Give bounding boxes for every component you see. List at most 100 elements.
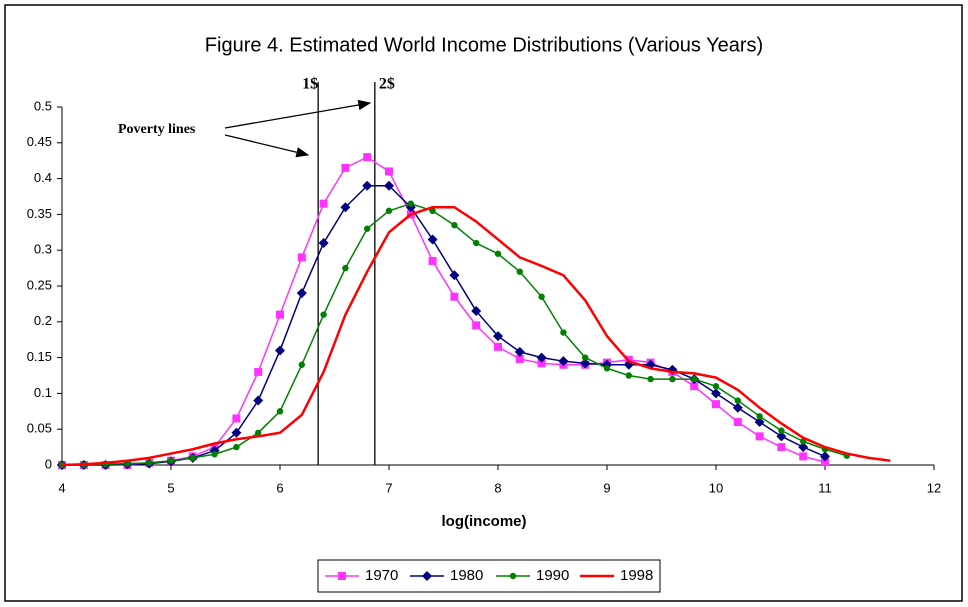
marker: [211, 451, 218, 458]
marker: [516, 268, 523, 275]
marker: [472, 321, 481, 330]
marker: [580, 358, 591, 369]
x-tick-label: 10: [709, 480, 723, 495]
frame: [4, 4, 963, 602]
marker: [385, 167, 393, 176]
marker: [603, 365, 611, 372]
marker: [537, 359, 546, 368]
marker: [167, 457, 175, 464]
series-line: [62, 202, 848, 466]
marker: [647, 375, 654, 383]
marker: [342, 264, 349, 272]
marker: [493, 331, 503, 342]
marker: [298, 361, 305, 368]
x-tick-label: 6: [276, 480, 283, 495]
marker: [756, 413, 763, 420]
y-tick-label: 0.4: [34, 170, 52, 185]
legend-label: 1980: [450, 567, 483, 584]
x-tick-label: 5: [167, 480, 174, 495]
poverty-line-label: 1$: [302, 76, 318, 93]
series-line: [61, 205, 891, 467]
marker: [558, 356, 569, 367]
marker: [450, 292, 459, 301]
y-tick-label: 0.05: [27, 421, 52, 436]
marker: [712, 400, 720, 409]
legend-label: 1990: [536, 567, 569, 584]
marker: [494, 250, 502, 257]
x-tick-label: 4: [58, 480, 65, 495]
y-tick-label: 0: [45, 456, 52, 471]
marker: [318, 238, 329, 249]
arrow: [224, 99, 372, 129]
marker: [732, 402, 743, 413]
marker: [362, 180, 373, 191]
x-tick-label: 7: [385, 480, 392, 495]
y-tick-label: 0.2: [34, 313, 52, 328]
marker: [821, 458, 829, 467]
arrow: [224, 134, 310, 158]
marker: [296, 288, 307, 299]
marker: [364, 225, 371, 232]
x-tick-label: 8: [494, 480, 501, 495]
marker: [625, 372, 632, 379]
marker: [384, 180, 394, 191]
marker: [471, 306, 482, 317]
legend-label: 1970: [365, 567, 398, 584]
marker: [451, 221, 458, 229]
marker: [146, 459, 153, 467]
marker: [733, 418, 742, 427]
y-tick-label: 0.1: [34, 385, 52, 400]
legend-marker: [338, 572, 346, 580]
marker: [427, 234, 438, 245]
marker: [407, 200, 414, 207]
marker: [515, 355, 524, 364]
marker: [820, 451, 830, 462]
y-tick-label: 0.3: [34, 242, 52, 257]
marker: [798, 442, 809, 453]
marker: [255, 429, 262, 436]
marker: [536, 352, 547, 363]
marker: [582, 354, 589, 361]
marker: [428, 256, 437, 265]
marker: [189, 454, 196, 462]
marker: [340, 202, 351, 213]
annotation: Poverty lines: [118, 122, 196, 137]
marker: [712, 383, 720, 390]
marker: [233, 443, 240, 451]
marker: [319, 199, 328, 208]
series-line: [62, 156, 826, 466]
marker: [691, 375, 698, 383]
marker: [320, 311, 327, 318]
marker: [275, 345, 285, 356]
marker: [734, 397, 741, 404]
marker: [231, 427, 242, 438]
marker: [669, 375, 676, 383]
marker: [777, 443, 786, 452]
chart-title: Figure 4. Estimated World Income Distrib…: [205, 34, 763, 56]
legend-marker: [509, 572, 517, 580]
x-axis-label: log(income): [442, 513, 527, 530]
marker: [253, 395, 264, 406]
poverty-line-label: 2$: [379, 76, 395, 93]
legend-marker: [422, 571, 432, 581]
marker: [297, 253, 306, 262]
x-tick-label: 12: [927, 480, 941, 495]
marker: [538, 293, 545, 300]
marker: [429, 207, 436, 215]
marker: [341, 163, 350, 172]
marker: [276, 310, 284, 319]
marker: [385, 207, 393, 215]
marker: [778, 427, 785, 434]
marker: [473, 239, 480, 247]
marker: [711, 388, 721, 399]
marker: [449, 270, 460, 281]
marker: [514, 346, 525, 357]
series-line: [62, 185, 826, 466]
marker: [776, 431, 787, 442]
y-tick-label: 0.15: [27, 349, 52, 364]
marker: [363, 153, 372, 162]
y-tick-label: 0.5: [34, 98, 52, 113]
marker: [560, 329, 567, 336]
y-tick-label: 0.45: [27, 134, 52, 149]
